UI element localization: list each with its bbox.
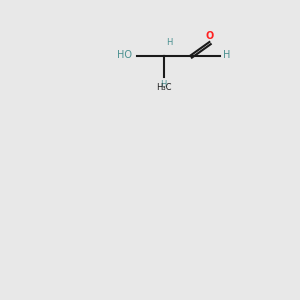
Text: O: O: [205, 31, 214, 40]
Text: HO: HO: [118, 50, 133, 61]
Text: H: H: [166, 38, 172, 47]
Text: H₃C: H₃C: [156, 82, 171, 91]
Text: H: H: [223, 50, 230, 61]
Text: H: H: [160, 80, 167, 89]
